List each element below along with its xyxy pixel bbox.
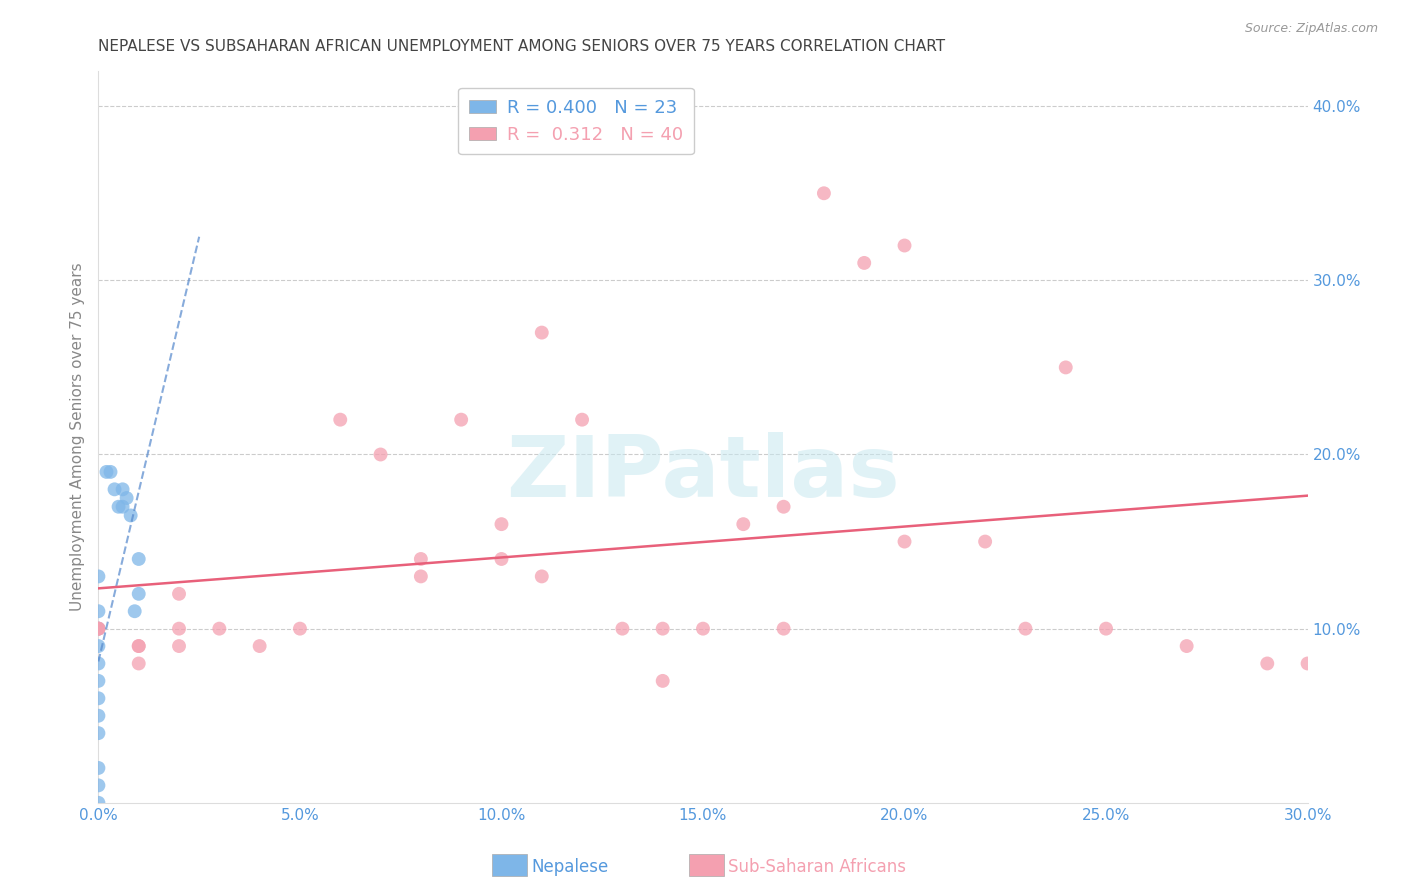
Point — [128, 552, 150, 566]
Point — [651, 622, 673, 636]
Y-axis label: Unemployment Among Seniors over 75 years: Unemployment Among Seniors over 75 years — [69, 263, 84, 611]
Point — [491, 552, 513, 566]
Point — [87, 622, 110, 636]
Point — [893, 534, 915, 549]
Point — [87, 708, 110, 723]
Text: ZIPatlas: ZIPatlas — [506, 432, 900, 516]
Point — [249, 639, 271, 653]
Point — [87, 673, 110, 688]
Point — [128, 657, 150, 671]
Point — [96, 465, 118, 479]
Point — [128, 639, 150, 653]
Point — [772, 500, 794, 514]
Point — [111, 483, 134, 497]
Point — [87, 604, 110, 618]
Point — [100, 465, 122, 479]
Point — [87, 796, 110, 810]
Point — [1095, 622, 1118, 636]
Point — [813, 186, 835, 201]
Point — [409, 569, 432, 583]
Point — [1054, 360, 1077, 375]
Point — [103, 483, 125, 497]
Point — [111, 500, 134, 514]
Point — [87, 657, 110, 671]
Point — [1175, 639, 1198, 653]
Point — [571, 412, 593, 426]
Point — [853, 256, 876, 270]
Point — [1296, 657, 1319, 671]
Point — [651, 673, 673, 688]
Text: NEPALESE VS SUBSAHARAN AFRICAN UNEMPLOYMENT AMONG SENIORS OVER 75 YEARS CORRELAT: NEPALESE VS SUBSAHARAN AFRICAN UNEMPLOYM… — [98, 38, 946, 54]
Point — [772, 622, 794, 636]
Point — [409, 552, 432, 566]
Point — [128, 587, 150, 601]
Point — [450, 412, 472, 426]
Point — [115, 491, 138, 505]
Point — [167, 622, 190, 636]
Text: Nepalese: Nepalese — [531, 858, 609, 876]
Legend: R = 0.400   N = 23, R =  0.312   N = 40: R = 0.400 N = 23, R = 0.312 N = 40 — [458, 87, 693, 154]
Point — [128, 639, 150, 653]
Point — [1256, 657, 1278, 671]
Point — [370, 448, 392, 462]
Point — [87, 622, 110, 636]
Point — [87, 569, 110, 583]
Point — [208, 622, 231, 636]
Point — [87, 778, 110, 792]
Point — [87, 726, 110, 740]
Point — [612, 622, 634, 636]
Point — [1014, 622, 1036, 636]
Point — [893, 238, 915, 252]
Point — [329, 412, 352, 426]
Point — [107, 500, 129, 514]
Point — [167, 587, 190, 601]
Point — [87, 622, 110, 636]
Text: Sub-Saharan Africans: Sub-Saharan Africans — [728, 858, 907, 876]
Point — [87, 622, 110, 636]
Point — [530, 326, 553, 340]
Point — [692, 622, 714, 636]
Point — [167, 639, 190, 653]
Text: Source: ZipAtlas.com: Source: ZipAtlas.com — [1244, 22, 1378, 36]
Point — [530, 569, 553, 583]
Point — [87, 691, 110, 706]
Point — [974, 534, 997, 549]
Point — [87, 761, 110, 775]
Point — [288, 622, 311, 636]
Point — [124, 604, 146, 618]
Point — [491, 517, 513, 532]
Point — [87, 639, 110, 653]
Point — [733, 517, 755, 532]
Point — [120, 508, 142, 523]
